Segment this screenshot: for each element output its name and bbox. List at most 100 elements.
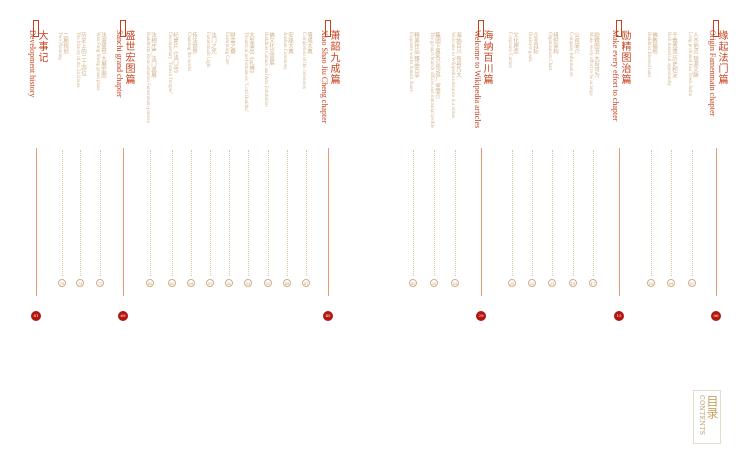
entry-page-number[interactable]: 41 (409, 279, 417, 287)
chapter-marker-box (33, 20, 39, 37)
dotted-leader (80, 150, 81, 276)
toc-entry[interactable]: 企业目标 Business goals (526, 32, 538, 62)
entry-title-en: Corporate Culture (507, 32, 512, 69)
entry-page-number[interactable]: 10 (647, 279, 655, 287)
entry-title-en: Chanting the world (186, 32, 191, 71)
entry-page-number[interactable]: 25 (508, 279, 516, 287)
chapter-leader-line (481, 148, 482, 296)
chapter-title[interactable]: 萧韶九成篇 Xiao Shao Jiu Cheng chapter (320, 30, 339, 123)
entry-page-number[interactable]: 47 (302, 279, 310, 287)
toc-entry[interactable]: 励精图治 大有可为 Make every effort to be as larg… (587, 32, 599, 96)
chapter-title[interactable]: 海纳百川篇 Welcome to Wikipedia articles (473, 30, 492, 128)
chapter-title-en: Development history (28, 30, 37, 98)
entry-title-en: Buddhism Reincarnation Famenmain journey (145, 32, 150, 124)
dotted-leader (413, 150, 414, 276)
entry-title-zh: 历史上的二十四位 (80, 32, 86, 76)
chapter-page-number[interactable]: 29 (476, 311, 486, 321)
toc-entry[interactable]: 海纳百川 有容乃大 Welcome to Wikipedia tolerance … (449, 32, 461, 118)
toc-entry[interactable]: 精美作品 臻品共享 Exquisite works Sunshi Share (407, 32, 419, 92)
chapter-title-zh: 大事记 (36, 30, 47, 63)
dotted-leader (229, 150, 230, 276)
toc-entry[interactable]: 传法世界 Chanting the world (185, 32, 197, 71)
chapter-page-number[interactable]: 45 (323, 311, 333, 321)
toc-entry[interactable]: 集团下属各公司及厂 室简介 The group's branch offices … (428, 32, 440, 128)
entry-title-en: Wan Fang Sheng grand plans (95, 32, 100, 91)
entry-title-en: Documentary "Famen Temple" (167, 32, 172, 95)
toc-entry[interactable]: 佛教福地 Buddhist Blessed land (645, 32, 657, 77)
entry-title-zh: 落成大典 (306, 32, 312, 54)
entry-page-number[interactable]: 35 (430, 279, 438, 287)
chapter-leader-line (716, 148, 717, 296)
entry-title-zh: 法门之光 (210, 32, 216, 54)
toc-entry[interactable]: 安座大典 Anshun Ceremony (281, 32, 293, 70)
toc-entry[interactable]: 文化理念 Corporate Culture (506, 32, 518, 68)
toc-entry[interactable]: 组织架构 Organization Chart (546, 32, 558, 70)
dotted-leader (100, 150, 101, 276)
entry-page-number[interactable]: 73 (76, 279, 84, 287)
entry-title-zh: 纪录片《法门寺》 (172, 32, 178, 76)
entry-page-number[interactable]: 61 (168, 279, 176, 287)
toc-entry[interactable]: 法相庄严 法门巡展 Buddhism Reincarnation Famenmai… (144, 32, 156, 123)
entry-page-number[interactable]: 17 (589, 279, 597, 287)
toc-entry[interactable]: 法道盛世 大展宏图 Wan Fang Sheng grand plans (94, 32, 106, 90)
entry-title-zh: 精美作品 臻品共享 (413, 32, 419, 78)
entry-page-number[interactable]: 51 (264, 279, 272, 287)
dotted-leader (287, 150, 288, 276)
entry-title-zh: 集团下属各公司及厂 室简介 (434, 32, 440, 100)
entry-page-number[interactable]: 55 (225, 279, 233, 287)
entry-title-zh: 佛教福地 (651, 32, 657, 54)
toc-entry[interactable]: 大型演出《礼佛》 Theatrical performances "Lord Bu… (242, 32, 254, 113)
toc-entry[interactable]: 纪录片《法门寺》 Documentary "Famen Temple" (166, 32, 178, 94)
toc-entry[interactable]: 历史上的二十四位 The history of the 24 Hours (74, 32, 86, 87)
toc-entry[interactable]: 法门之光 Famenmain Light (204, 32, 216, 68)
entry-page-number[interactable]: 49 (283, 279, 291, 287)
entry-page-number[interactable]: 53 (244, 279, 252, 287)
entry-page-number[interactable]: 31 (451, 279, 459, 287)
chapter-title[interactable]: 缘起法门篇 Origin Famenmain chapter (708, 30, 727, 116)
entry-title-en: Exquisite works Sunshi Share (408, 32, 413, 92)
chapter-page-number[interactable]: 81 (31, 311, 41, 321)
contents-label-box: 目录 CONTENTS (693, 390, 721, 444)
entry-page-number[interactable]: 71 (96, 279, 104, 287)
entry-page-number[interactable]: 23 (528, 279, 536, 287)
dotted-leader (434, 150, 435, 276)
chapter-title-zh: 海纳百川篇 (481, 30, 492, 85)
toc-entry[interactable]: 佛文化交流展 Buddhist Culture and Arts Exhibiti… (262, 32, 274, 107)
entry-page-number[interactable]: 63 (146, 279, 154, 287)
chapter-title[interactable]: 大事记 Development history (28, 30, 47, 98)
chapter-page-number[interactable]: 69 (118, 311, 128, 321)
dotted-leader (172, 150, 173, 276)
chapter-title[interactable]: 盛世宏图篇 Sanchi grand chapter (115, 30, 134, 98)
toc-entry[interactable]: 人杰地灵 琼源文脉 Long profound Jisu Town Jushu (686, 32, 698, 96)
entry-page-number[interactable]: 59 (187, 279, 195, 287)
entry-page-number[interactable]: 75 (58, 279, 66, 287)
entry-title-en: Long profound Jisu Town Jushu (687, 32, 692, 97)
chapter-page-number[interactable]: 15 (614, 311, 624, 321)
entry-title-zh: 公司简介 (573, 32, 579, 54)
chapter-marker-box (713, 20, 719, 37)
chapter-marker-box (325, 20, 331, 37)
contents-title-en: CONTENTS (698, 395, 705, 436)
entry-title-en: Famenmain Light (205, 32, 210, 68)
toc-entry[interactable]: 公司简介 Company Information (567, 32, 579, 77)
dotted-leader (532, 150, 533, 276)
toc-entry[interactable]: 落成大典 Completion of the ceremony (300, 32, 312, 89)
entry-title-zh: 组织架构 (552, 32, 558, 54)
dotted-leader (552, 150, 553, 276)
entry-page-number[interactable]: 21 (548, 279, 556, 287)
chapter-leader-line (123, 148, 124, 296)
chapter-page-number[interactable]: 06 (711, 311, 721, 321)
toc-entry[interactable]: 二期规划 Two Planning (56, 32, 68, 60)
entry-page-number[interactable]: 09 (667, 279, 675, 287)
chapter-title[interactable]: 励精图治篇 Make every effort to chapter (611, 30, 630, 121)
entry-title-zh: 大型演出《礼佛》 (248, 32, 254, 76)
entry-page-number[interactable]: 57 (206, 279, 214, 287)
entry-title-en: Organization Chart (547, 32, 552, 71)
toc-entry[interactable]: 财富之眷 Enshrining Care (223, 32, 235, 65)
entry-title-en: Business goals (527, 32, 532, 62)
toc-entry[interactable]: 千载悠悠 历史积淀 Rich historical opportunity (665, 32, 677, 86)
entry-page-number[interactable]: 19 (569, 279, 577, 287)
dotted-leader (248, 150, 249, 276)
entry-title-zh: 法道盛世 大展宏图 (100, 32, 106, 78)
entry-page-number[interactable]: 07 (688, 279, 696, 287)
